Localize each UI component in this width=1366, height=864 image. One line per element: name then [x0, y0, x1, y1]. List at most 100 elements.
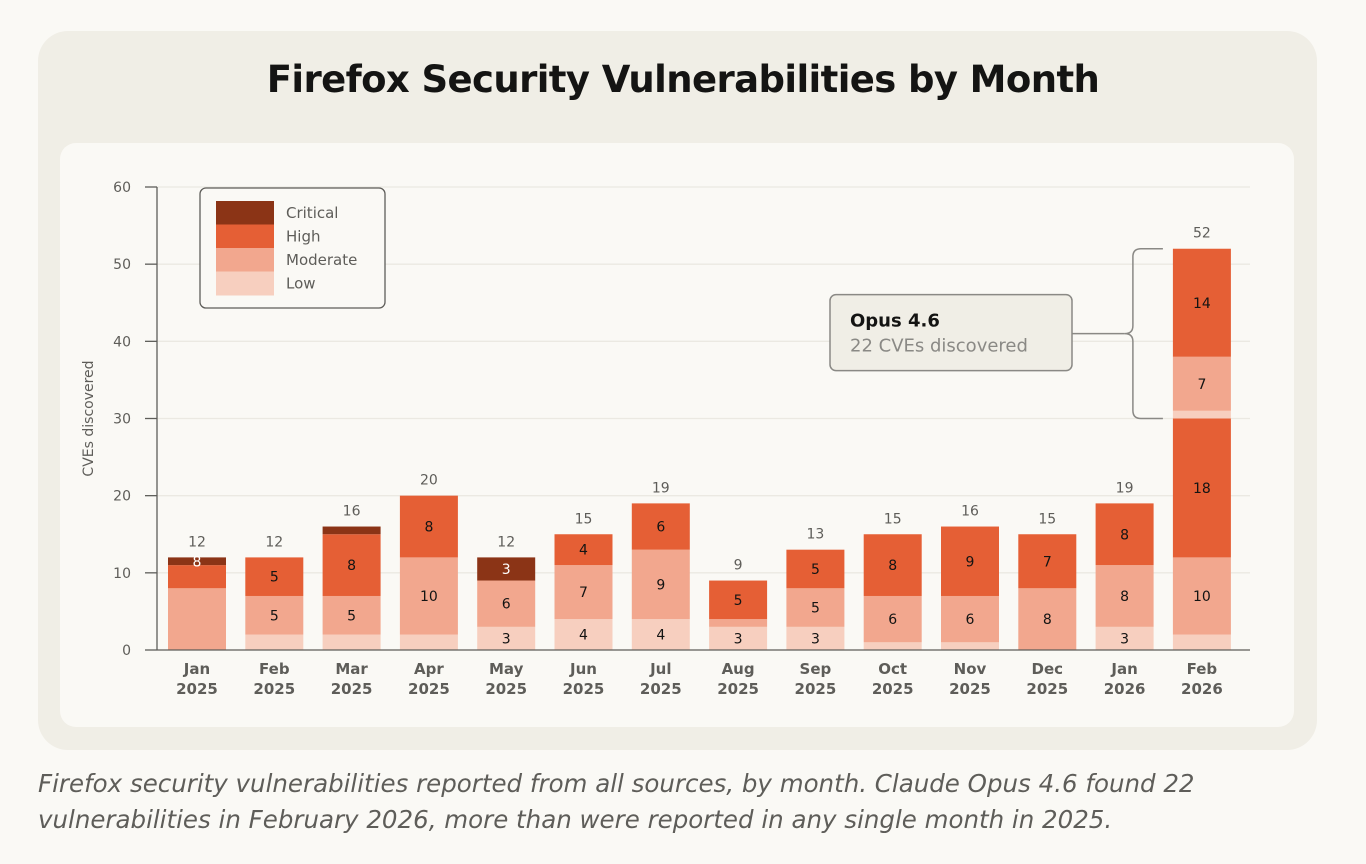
x-tick-label-year: 2025	[1026, 680, 1068, 698]
bar-segment-moderate	[786, 588, 845, 627]
x-tick-label-month: Oct	[878, 660, 907, 678]
segment-label: 8	[347, 558, 356, 574]
bar-segment-low	[399, 634, 458, 650]
x-tick-label-year: 2026	[1181, 680, 1223, 698]
y-tick-label: 10	[113, 566, 131, 582]
bar-total-label: 9	[734, 558, 743, 574]
bar-segment-high	[863, 534, 922, 596]
segment-label: 7	[1043, 554, 1052, 570]
bar-segment-moderate	[1172, 356, 1231, 411]
segment-label: 10	[420, 589, 438, 605]
x-tick-label-year: 2025	[949, 680, 991, 698]
segment-label: 5	[811, 601, 820, 617]
legend-swatch-low	[216, 271, 274, 296]
bar-segment-high	[1172, 418, 1231, 558]
x-tick-label-month: Mar	[335, 660, 368, 678]
segment-label: 8	[1120, 589, 1129, 605]
x-tick-label-month: Jan	[1110, 660, 1137, 678]
segment-label: 3	[502, 562, 511, 578]
annotation-bracket	[1124, 247, 1163, 420]
bar-segment-moderate	[554, 565, 613, 620]
legend-swatch-moderate	[216, 248, 274, 272]
bar-segment-low	[1172, 410, 1231, 419]
legend: Critical High Moderate Low	[199, 187, 386, 309]
bar-segment-high	[399, 495, 458, 558]
x-tick-label-month: May	[489, 660, 524, 678]
bar-segment-moderate	[1172, 557, 1231, 635]
legend-label-moderate: Moderate	[286, 251, 357, 269]
segment-label: 9	[966, 554, 975, 570]
x-tick-label-year: 2025	[485, 680, 527, 698]
segment-label: 4	[579, 628, 588, 644]
axes: 0 10 20 30 40 50 60 CVEs discovered Jan 2025 Feb 20…	[81, 180, 1250, 698]
bar-segment-low	[245, 634, 304, 650]
annotation-box	[829, 293, 1073, 372]
x-tick-label-year: 2025	[640, 680, 682, 698]
bar-segment-high	[786, 549, 845, 589]
bar-segment-low	[786, 626, 845, 650]
bar-segment-moderate	[477, 580, 536, 627]
bar-segment-moderate	[709, 619, 768, 627]
y-tick-label: 0	[122, 643, 131, 659]
legend-swatch-critical	[216, 201, 274, 225]
y-tick-label: 20	[113, 489, 131, 505]
legend-label-critical: Critical	[286, 204, 338, 222]
bar-total-label: 12	[188, 534, 206, 550]
bar-segment-high	[631, 503, 690, 550]
x-tick-label-year: 2025	[872, 680, 914, 698]
bar-segment-moderate	[245, 595, 304, 635]
x-tick-label-month: Apr	[414, 660, 444, 678]
bars: 8 12 5 5 12 5 8 16 10 8 20 3 6 3 12 4 7 4 15 4 9 6 19 3 5 9 3 5 5 13 6…	[168, 226, 1231, 650]
bar-segment-moderate	[322, 595, 381, 635]
x-tick-label-month: Jun	[569, 660, 597, 678]
segment-label: 4	[656, 628, 665, 644]
segment-label: 6	[502, 597, 511, 613]
x-tick-label-month: Jan	[183, 660, 210, 678]
bar-total-label: 13	[806, 527, 824, 543]
segment-label: 10	[1193, 589, 1211, 605]
y-axis-label: CVEs discovered	[81, 360, 97, 476]
x-tick-label-month: Jul	[649, 660, 671, 678]
segment-label: 8	[193, 554, 202, 570]
segment-label: 18	[1193, 481, 1211, 497]
chart-title: Firefox Security Vulnerabilities by Mont…	[266, 58, 1100, 101]
bar-total-label: 20	[420, 473, 438, 489]
bar-segment-low	[1095, 626, 1154, 650]
segment-label: 3	[502, 631, 511, 647]
x-tick-label-month: Sep	[800, 660, 832, 678]
segment-label: 7	[579, 585, 588, 601]
segment-label: 6	[888, 612, 897, 628]
y-tick-label: 40	[113, 334, 131, 350]
bar-total-label: 16	[961, 504, 979, 520]
bar-segment-high	[1018, 534, 1077, 589]
x-tick-label-year: 2025	[253, 680, 295, 698]
bar-segment-moderate	[863, 595, 922, 643]
bar-total-label: 15	[884, 511, 902, 527]
legend-swatch-high	[216, 224, 274, 249]
bar-segment-high	[941, 526, 999, 596]
bar-total-label: 52	[1193, 226, 1211, 242]
x-tick-label-month: Dec	[1032, 660, 1064, 678]
bar-segment-moderate	[1018, 588, 1077, 650]
y-tick-label: 30	[113, 412, 131, 428]
segment-label: 14	[1193, 296, 1211, 312]
segment-label: 9	[656, 577, 665, 593]
bar-segment-low	[709, 626, 768, 650]
bar-segment-low	[554, 619, 613, 650]
segment-label: 6	[966, 612, 975, 628]
segment-label: 5	[270, 608, 279, 624]
bar-total-label: 19	[652, 480, 670, 496]
annotation-subtitle: 22 CVEs discovered	[850, 336, 1028, 357]
bar-total-label: 12	[265, 534, 283, 550]
bar-segment-low	[631, 619, 690, 650]
bar-segment-high	[554, 534, 613, 566]
bar-segment-high	[1172, 248, 1231, 357]
segment-label: 3	[734, 631, 743, 647]
bar-segment-moderate	[168, 588, 226, 650]
x-tick-label-month: Aug	[722, 660, 755, 678]
legend-label-high: High	[286, 228, 320, 246]
x-tick-label-year: 2025	[563, 680, 605, 698]
x-tick-label-year: 2026	[1104, 680, 1146, 698]
segment-label: 4	[579, 543, 588, 559]
segment-label: 3	[1120, 631, 1129, 647]
